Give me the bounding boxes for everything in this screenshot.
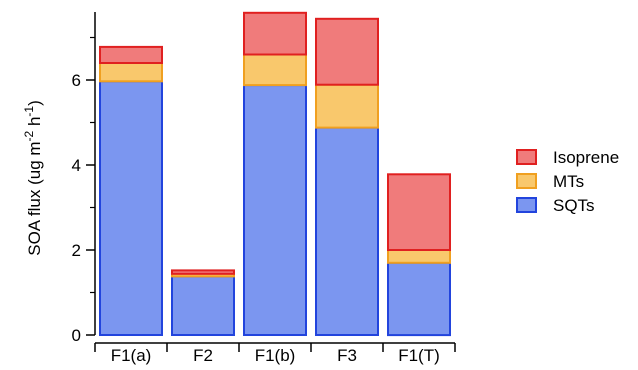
bar-mts-f1t <box>387 249 451 264</box>
y-axis: 0 2 4 6 <box>72 12 96 345</box>
x-tick-label: F1(T) <box>398 346 440 365</box>
x-tick-label: F3 <box>337 346 357 365</box>
legend-swatch-isoprene <box>516 149 537 165</box>
bar-isoprene-f2 <box>171 269 235 275</box>
legend-label-isoprene: Isoprene <box>553 148 619 167</box>
bar-mts-f3 <box>315 83 379 129</box>
ylabel-segment: SOA flux (ug m <box>25 141 44 255</box>
legend-label-sqts: SQTs <box>553 196 595 215</box>
legend: Isoprene MTs SQTs <box>516 148 619 215</box>
y-tick-label: 2 <box>72 241 81 260</box>
y-tick-label: 4 <box>72 156 81 175</box>
bar-sqts-f2 <box>171 275 235 336</box>
x-tick-label: F2 <box>193 346 213 365</box>
ylabel-superscript: -1 <box>22 106 36 117</box>
bar-sqts-f1t <box>387 261 451 337</box>
ylabel-superscript: -2 <box>22 130 36 141</box>
x-tick-label: F1(b) <box>255 346 296 365</box>
y-axis-title: SOA flux (ug m-2 h-1) <box>22 100 44 256</box>
x-tick-label: F1(a) <box>111 346 152 365</box>
y-tick-label: 6 <box>72 71 81 90</box>
y-tick-label: 0 <box>72 326 81 345</box>
bar-isoprene-f1t <box>387 173 451 251</box>
bar-isoprene-f3 <box>315 17 379 86</box>
bar-mts-f1a <box>99 62 163 83</box>
legend-label-mts: MTs <box>553 172 584 191</box>
bar-mts-f1b <box>243 53 307 87</box>
ylabel-segment: ) <box>25 100 44 106</box>
plot-area <box>99 11 451 337</box>
legend-swatch-sqts <box>516 197 537 213</box>
ylabel-segment: h <box>25 117 44 131</box>
x-axis: F1(a) F2 F1(b) F3 F1(T) <box>94 342 456 365</box>
bar-sqts-f1a <box>99 80 163 336</box>
bar-sqts-f3 <box>315 126 379 336</box>
bar-isoprene-f1a <box>99 45 163 65</box>
bar-sqts-f1b <box>243 84 307 336</box>
bar-isoprene-f1b <box>243 11 307 56</box>
legend-swatch-mts <box>516 173 537 189</box>
